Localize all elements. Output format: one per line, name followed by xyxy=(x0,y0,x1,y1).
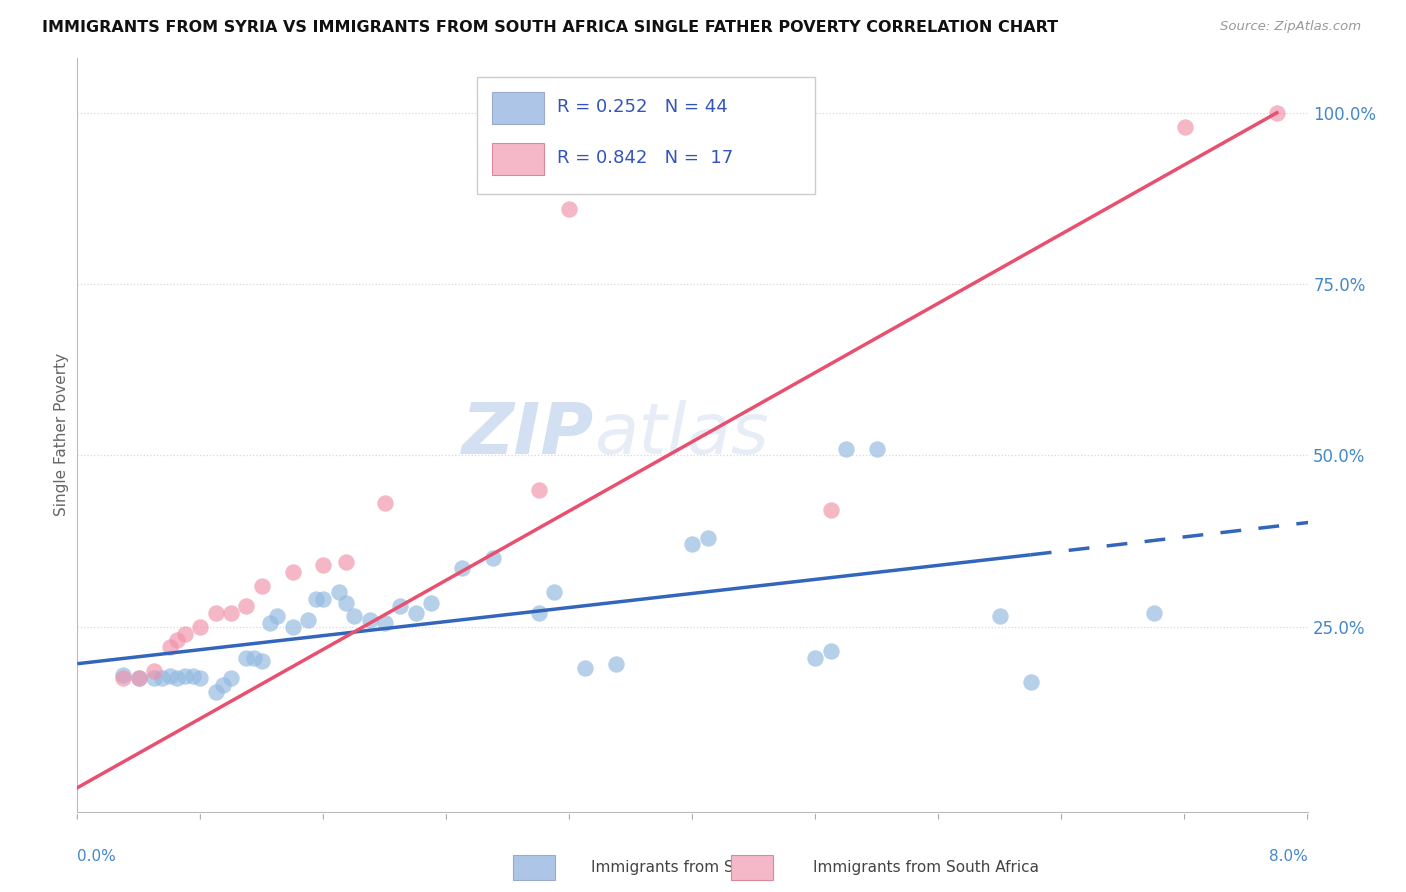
Point xyxy=(1265,105,1288,120)
Text: R = 0.842   N =  17: R = 0.842 N = 17 xyxy=(557,149,734,167)
Point xyxy=(1174,120,1197,134)
Point xyxy=(219,606,242,620)
Point xyxy=(297,613,319,627)
Point xyxy=(212,678,235,692)
Point xyxy=(804,650,827,665)
Point xyxy=(266,609,288,624)
Point xyxy=(112,667,135,681)
Point xyxy=(558,202,581,216)
Point xyxy=(243,650,266,665)
Point xyxy=(359,613,381,627)
Point xyxy=(481,551,503,566)
Y-axis label: Single Father Poverty: Single Father Poverty xyxy=(53,353,69,516)
Text: Immigrants from Syria: Immigrants from Syria xyxy=(591,860,762,874)
Point xyxy=(574,661,596,675)
Point xyxy=(389,599,412,614)
Point xyxy=(235,650,257,665)
Point xyxy=(605,657,627,672)
Point xyxy=(174,669,197,683)
Point xyxy=(281,565,304,579)
Point xyxy=(128,671,150,685)
Point xyxy=(420,596,443,610)
Point xyxy=(219,671,242,685)
Point xyxy=(988,609,1011,624)
Text: Source: ZipAtlas.com: Source: ZipAtlas.com xyxy=(1220,20,1361,33)
Point xyxy=(143,671,166,685)
Point xyxy=(204,606,226,620)
Point xyxy=(328,585,350,599)
Point xyxy=(835,442,858,456)
Point xyxy=(190,671,212,685)
Point xyxy=(204,685,226,699)
Text: Immigrants from South Africa: Immigrants from South Africa xyxy=(813,860,1039,874)
Point xyxy=(1019,674,1042,689)
FancyBboxPatch shape xyxy=(477,77,815,194)
Point xyxy=(281,620,304,634)
Point xyxy=(143,665,166,679)
Point xyxy=(1143,606,1166,620)
Point xyxy=(259,616,281,631)
Point xyxy=(250,654,273,668)
Point xyxy=(343,609,366,624)
Point xyxy=(374,616,396,631)
Point xyxy=(696,531,718,545)
Point xyxy=(159,640,181,655)
Point xyxy=(527,483,550,497)
Point xyxy=(335,555,357,569)
Point xyxy=(174,626,197,640)
Text: ZIP: ZIP xyxy=(461,401,595,469)
Point xyxy=(166,671,188,685)
FancyBboxPatch shape xyxy=(492,92,544,124)
Text: 0.0%: 0.0% xyxy=(77,849,117,864)
Point xyxy=(312,558,335,572)
Point xyxy=(190,620,212,634)
Point xyxy=(181,669,204,683)
Text: IMMIGRANTS FROM SYRIA VS IMMIGRANTS FROM SOUTH AFRICA SINGLE FATHER POVERTY CORR: IMMIGRANTS FROM SYRIA VS IMMIGRANTS FROM… xyxy=(42,20,1059,35)
Point xyxy=(866,442,889,456)
Point xyxy=(374,496,396,510)
FancyBboxPatch shape xyxy=(492,143,544,175)
Point xyxy=(543,585,565,599)
Point xyxy=(312,592,335,607)
Point xyxy=(527,606,550,620)
Point xyxy=(820,643,842,657)
Point xyxy=(159,669,181,683)
Point xyxy=(250,578,273,592)
Point xyxy=(112,671,135,685)
Text: atlas: atlas xyxy=(595,401,769,469)
Point xyxy=(450,561,472,575)
Point xyxy=(150,671,173,685)
Text: 8.0%: 8.0% xyxy=(1268,849,1308,864)
Point xyxy=(128,671,150,685)
Point xyxy=(335,596,357,610)
Point xyxy=(305,592,328,607)
Point xyxy=(235,599,257,614)
Text: R = 0.252   N = 44: R = 0.252 N = 44 xyxy=(557,98,728,116)
Point xyxy=(820,503,842,517)
Point xyxy=(405,606,427,620)
Point xyxy=(166,633,188,648)
Point xyxy=(682,537,704,551)
